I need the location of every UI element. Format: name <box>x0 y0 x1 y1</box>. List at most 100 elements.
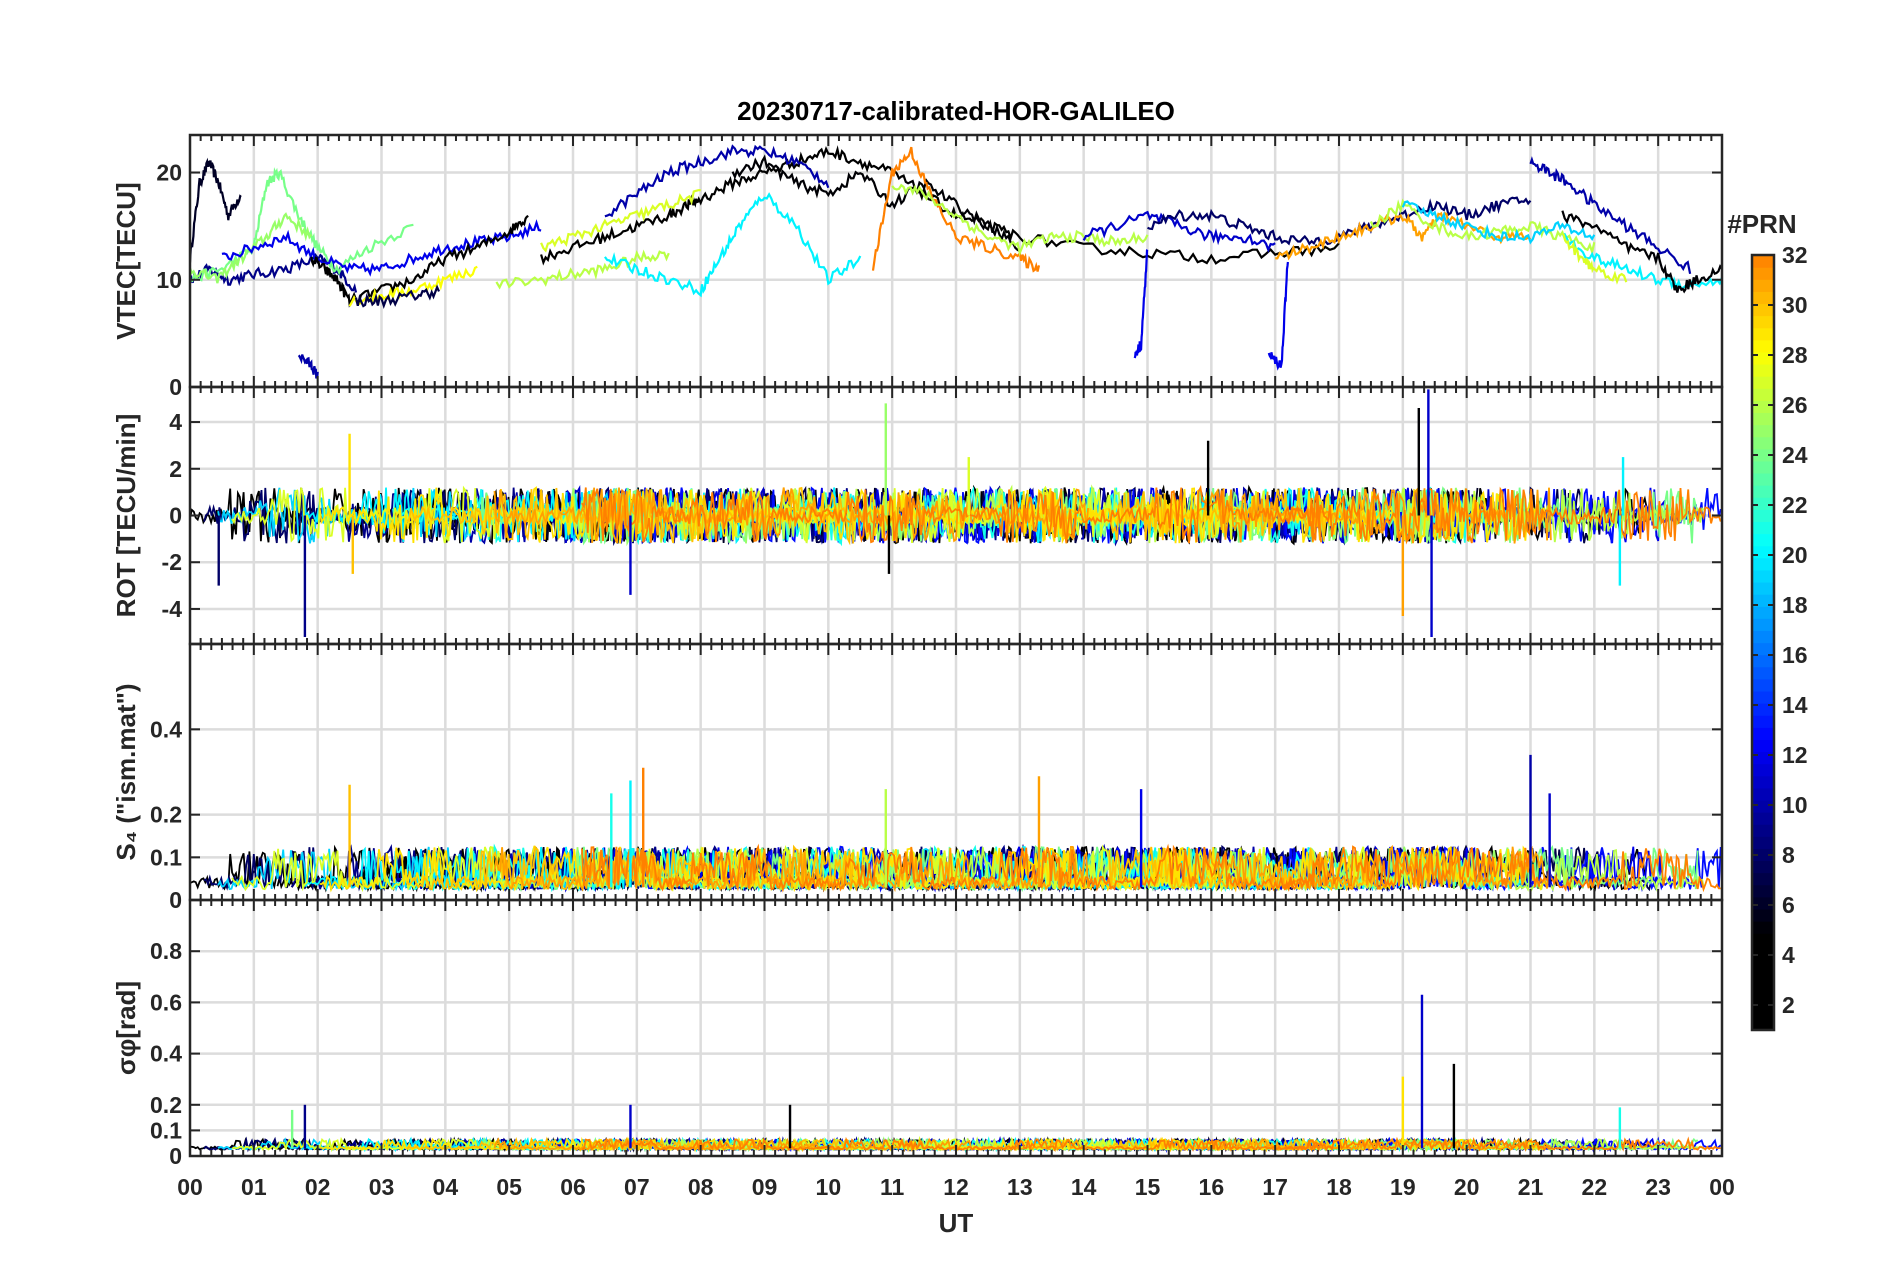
colorbar-band <box>1752 739 1774 753</box>
colorbar-band <box>1752 690 1774 704</box>
panel-vtec: 0 10 20 VTEC[TECU] <box>111 133 1724 400</box>
vtec-series-prn-10 <box>604 144 830 218</box>
colorbar-band <box>1752 666 1774 680</box>
sigma_phi-y-tick-label: 0.4 <box>150 1041 182 1067</box>
colorbar-band <box>1752 388 1774 401</box>
rot-y-tick-label: 2 <box>169 456 182 482</box>
x-tick-label: 11 <box>880 1174 905 1200</box>
colorbar-band <box>1752 908 1774 922</box>
colorbar-band <box>1752 860 1774 874</box>
colorbar-band <box>1752 424 1774 438</box>
colorbar-tick-label: 2 <box>1782 992 1795 1018</box>
panel-frame <box>188 898 1724 1158</box>
x-tick-label: 00 <box>1709 1174 1735 1200</box>
colorbar-band <box>1752 678 1774 692</box>
x-tick-label: 05 <box>496 1174 522 1200</box>
colorbar-band <box>1752 896 1774 910</box>
colorbar-band <box>1752 472 1774 486</box>
colorbar-tick-label: 32 <box>1782 242 1808 268</box>
rot-y-tick-label: -4 <box>162 596 183 622</box>
x-tick-label: 21 <box>1518 1174 1544 1200</box>
colorbar-band <box>1752 291 1774 305</box>
x-tick-label: 19 <box>1390 1174 1416 1200</box>
x-tick-label: 04 <box>433 1174 459 1200</box>
colorbar-band <box>1752 363 1774 377</box>
colorbar-band <box>1752 267 1774 280</box>
colorbar-tick-label: 12 <box>1782 742 1808 768</box>
colorbar-tick-label: 8 <box>1782 842 1795 868</box>
x-tick-label: 22 <box>1582 1174 1608 1200</box>
colorbar-band <box>1752 933 1774 946</box>
vtec-series-prn-27 <box>540 189 701 253</box>
colorbar-band <box>1752 775 1774 789</box>
rot-series-prn-32 <box>581 484 1722 545</box>
colorbar-band <box>1752 1017 1774 1031</box>
sigma_phi-y-axis-label: σφ[rad] <box>111 981 141 1075</box>
colorbar-band <box>1752 969 1774 983</box>
colorbar-band <box>1752 376 1774 389</box>
x-tick-label: 03 <box>369 1174 395 1200</box>
x-tick-label: 02 <box>305 1174 331 1200</box>
colorbar-band <box>1752 509 1774 523</box>
vtec-series-prn-5 <box>731 154 1021 252</box>
sigma_phi-y-tick-label: 0.6 <box>150 989 182 1015</box>
x-tick-label: 14 <box>1071 1174 1097 1200</box>
s4-series-prn-31 <box>493 844 1552 893</box>
vtec-series-prn-24 <box>190 167 414 283</box>
rot-y-tick-label: -2 <box>162 549 182 575</box>
colorbar-band <box>1752 606 1774 619</box>
colorbar-tick-label: 10 <box>1782 792 1808 818</box>
vtec-series-prn-5 <box>1561 210 1722 294</box>
colorbar-band <box>1752 630 1774 644</box>
colorbar-band <box>1752 812 1774 825</box>
vtec-series-prn-4 <box>310 214 529 308</box>
colorbar-band <box>1752 654 1774 668</box>
vtec-y-tick-label: 20 <box>156 160 182 186</box>
vtec-series-prn-25 <box>190 212 313 284</box>
x-tick-label: 18 <box>1326 1174 1352 1200</box>
colorbar-band <box>1752 993 1774 1007</box>
colorbar-band <box>1752 255 1774 268</box>
panel-vtec-data <box>190 144 1722 379</box>
x-tick-label: 01 <box>241 1174 267 1200</box>
colorbar-band <box>1752 848 1774 862</box>
vtec-series-prn-12 <box>1133 249 1149 359</box>
colorbar-band <box>1752 485 1774 498</box>
sigma_phi-y-tick-label: 0.1 <box>150 1117 182 1143</box>
colorbar-band <box>1752 836 1774 849</box>
vtec-series-prn-19 <box>1401 200 1596 245</box>
sigma_phi-y-tick-label: 0.2 <box>150 1092 182 1118</box>
x-tick-label: 07 <box>624 1174 650 1200</box>
colorbar-band <box>1752 412 1774 426</box>
colorbar-tick-label: 18 <box>1782 592 1808 618</box>
colorbar-band <box>1752 448 1774 462</box>
colorbar-band <box>1752 642 1774 656</box>
colorbar-band <box>1752 557 1774 571</box>
x-tick-label: 06 <box>560 1174 586 1200</box>
x-tick-label: 23 <box>1645 1174 1671 1200</box>
vtec-y-tick-label: 10 <box>156 267 182 293</box>
rot-y-axis-label: ROT [TECU/min] <box>111 414 141 618</box>
s4-y-tick-label: 0.2 <box>150 802 182 828</box>
s4-y-axis-label: S₄ ("ism.mat") <box>111 683 141 860</box>
colorbar-band <box>1752 533 1774 547</box>
colorbar-band <box>1752 594 1774 607</box>
vtec-series-prn-10 <box>1529 156 1692 275</box>
s4-y-tick-label: 0 <box>169 887 182 913</box>
x-tick-label: 17 <box>1262 1174 1288 1200</box>
vtec-y-axis-label: VTEC[TECU] <box>111 182 141 339</box>
rot-y-tick-label: 4 <box>169 409 182 435</box>
x-tick-label: 15 <box>1135 1174 1161 1200</box>
rot-y-tick-label: 0 <box>169 503 182 529</box>
panel-rot: -4 -2 0 2 4 ROT [TECU/min] <box>111 385 1724 646</box>
x-tick-label: 13 <box>1007 1174 1033 1200</box>
colorbar-band <box>1752 545 1774 559</box>
colorbar-band <box>1752 569 1774 583</box>
colorbar-band <box>1752 981 1774 995</box>
x-tick-label: 09 <box>752 1174 778 1200</box>
vtec-series-prn-6 <box>190 157 242 263</box>
colorbar-band <box>1752 884 1774 898</box>
colorbar-band <box>1752 1005 1774 1019</box>
colorbar-tick-label: 14 <box>1782 692 1808 718</box>
x-tick-label: 16 <box>1199 1174 1225 1200</box>
